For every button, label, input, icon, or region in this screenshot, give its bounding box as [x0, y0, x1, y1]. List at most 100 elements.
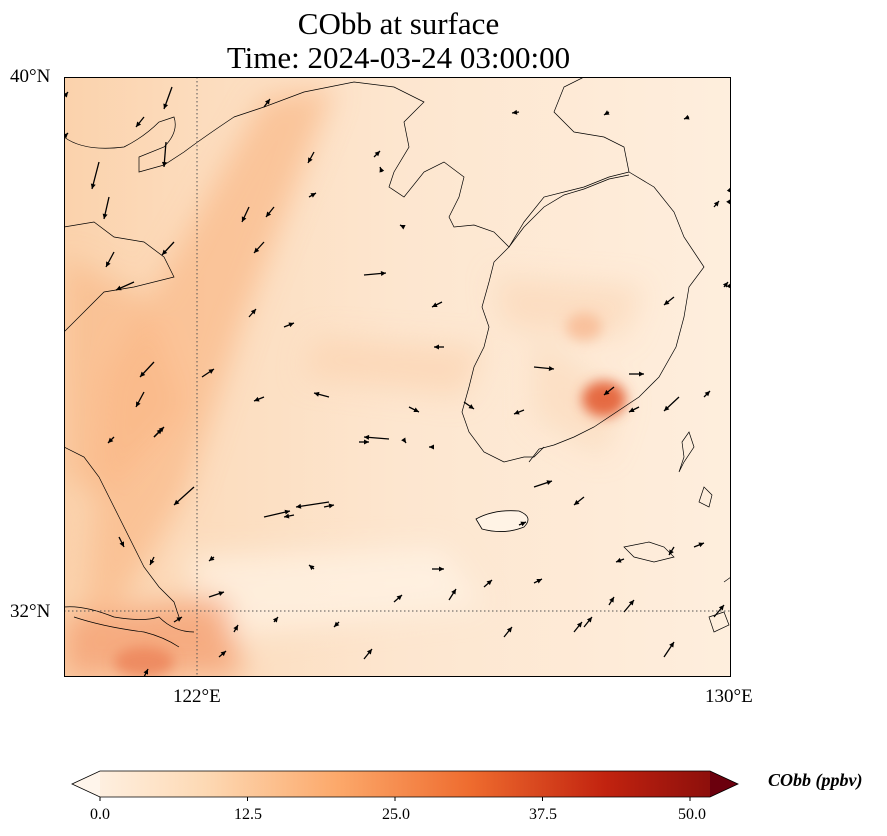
wind-arrow-head — [718, 605, 724, 611]
wind-arrow-head — [396, 595, 402, 601]
wind-arrow-head — [102, 213, 108, 219]
wind-arrow-head — [722, 282, 728, 288]
map-time-subtitle: Time: 2024-03-24 03:00:00 — [226, 40, 571, 75]
wind-arrow-head — [296, 503, 302, 509]
wind-arrow-head — [548, 366, 554, 371]
wind-arrow-head — [629, 407, 635, 412]
colorbar-tick: 12.5 — [234, 806, 262, 823]
wind-arrow-head — [413, 407, 419, 412]
wind-arrow-head — [150, 559, 155, 565]
wind-arrow-head — [174, 499, 180, 505]
wind-arrow-head — [380, 270, 386, 276]
hotspot — [114, 313, 626, 677]
colorbar — [71, 770, 739, 801]
wind-arrow-head — [451, 589, 456, 595]
wind-arrow-head — [208, 369, 214, 374]
wind-arrow-head — [143, 669, 148, 675]
wind-arrow-head — [574, 499, 580, 505]
wind-arrow-head — [616, 557, 622, 563]
wind-arrow-head — [400, 225, 406, 230]
wind-arrow-head — [218, 591, 224, 596]
wind-arrow-head — [379, 167, 385, 173]
wind-arrow-head — [161, 161, 167, 167]
wind-arrow-head — [520, 521, 526, 527]
wind-arrow-head — [698, 542, 704, 548]
wind-arrow-head — [136, 401, 141, 407]
wind-arrow-head — [576, 622, 582, 628]
wind-arrow-head — [704, 391, 710, 397]
wind-arrow-head — [314, 391, 320, 397]
wind-arrow-head — [374, 151, 380, 157]
wind-arrow-head — [726, 283, 731, 289]
wind-arrow-head — [106, 261, 111, 267]
wind-arrow-head — [136, 121, 142, 127]
wind-arrow-head — [176, 617, 182, 622]
colorbar-tick: 25.0 — [382, 806, 410, 823]
wind-arrow-head — [639, 371, 644, 377]
wind-arrow-head — [628, 600, 634, 606]
wind-arrow-head — [726, 199, 731, 205]
wind-arrow-head — [536, 579, 542, 584]
lon-tick-130: 130°E — [705, 686, 753, 707]
wind-arrow-head — [116, 285, 122, 291]
wind-arrow-head — [434, 344, 439, 350]
wind-arrow-head — [119, 541, 124, 547]
map-frame — [64, 77, 731, 677]
wind-arrow-head — [439, 566, 444, 572]
wind-arrow-head — [158, 427, 164, 433]
wind-arrow-head — [334, 621, 340, 627]
wind-arrow-head — [506, 627, 512, 633]
gridlines — [64, 77, 731, 677]
wind-arrow-head — [90, 183, 96, 189]
wind-arrow-head — [546, 480, 552, 485]
wind-arrow-head — [308, 157, 313, 163]
wind-arrow-head — [309, 565, 315, 571]
map-title: CObb at surface — [297, 6, 500, 41]
wind-arrow-head — [401, 437, 406, 443]
wind-arrow-head — [664, 299, 670, 305]
colorbar-label: CObb (ppbv) — [768, 770, 863, 790]
wind-arrow-head — [310, 193, 316, 198]
wind-arrow-head — [586, 617, 592, 623]
wind-arrow-head — [284, 509, 290, 515]
wind-arrow-head — [604, 110, 610, 115]
wind-arrow-head — [468, 404, 474, 409]
lat-tick-40: 40°N — [10, 66, 51, 87]
wind-arrow-head — [254, 247, 260, 253]
wind-arrow-shaft — [295, 501, 330, 508]
wind-arrow-head — [64, 92, 68, 98]
colorbar-tick: 37.5 — [529, 806, 557, 823]
wind-arrow-head — [429, 444, 434, 450]
wind-arrow-head — [684, 114, 690, 120]
wind-arrow-head — [609, 597, 614, 603]
wind-arrow-head — [364, 434, 370, 440]
wind-arrow-head — [265, 99, 270, 105]
lat-tick-32: 32°N — [10, 601, 51, 622]
coastlines — [64, 77, 731, 648]
wind-arrow-head — [250, 309, 256, 315]
wind-arrow-head — [163, 103, 169, 109]
wind-arrow-head — [162, 249, 168, 255]
wind-arrow-head — [220, 651, 226, 657]
wind-arrow-head — [669, 549, 674, 555]
colorbar-tick: 50.0 — [678, 806, 706, 823]
wind-arrow-head — [364, 439, 369, 445]
wind-arrow-head — [726, 187, 731, 193]
wind-arrow-head — [432, 302, 438, 307]
wind-arrow-head — [664, 405, 670, 411]
wind-arrow-head — [272, 617, 278, 623]
wind-arrow-head — [241, 216, 247, 222]
wind-arrow-head — [266, 211, 272, 217]
wind-arrow-head — [366, 649, 372, 655]
wind-arrow-head — [288, 322, 294, 328]
wind-arrow-head — [233, 625, 238, 631]
wind-arrow-head — [486, 580, 492, 586]
wind-arrow-head — [140, 371, 146, 377]
wind-arrow-head — [669, 642, 674, 648]
wind-arrow-head — [328, 503, 334, 509]
wind-arrow-head — [209, 555, 215, 561]
wind-arrow-head — [514, 409, 520, 415]
concentration-map — [64, 77, 731, 677]
wind-arrow-head — [604, 389, 610, 395]
lon-tick-122: 122°E — [173, 686, 221, 707]
